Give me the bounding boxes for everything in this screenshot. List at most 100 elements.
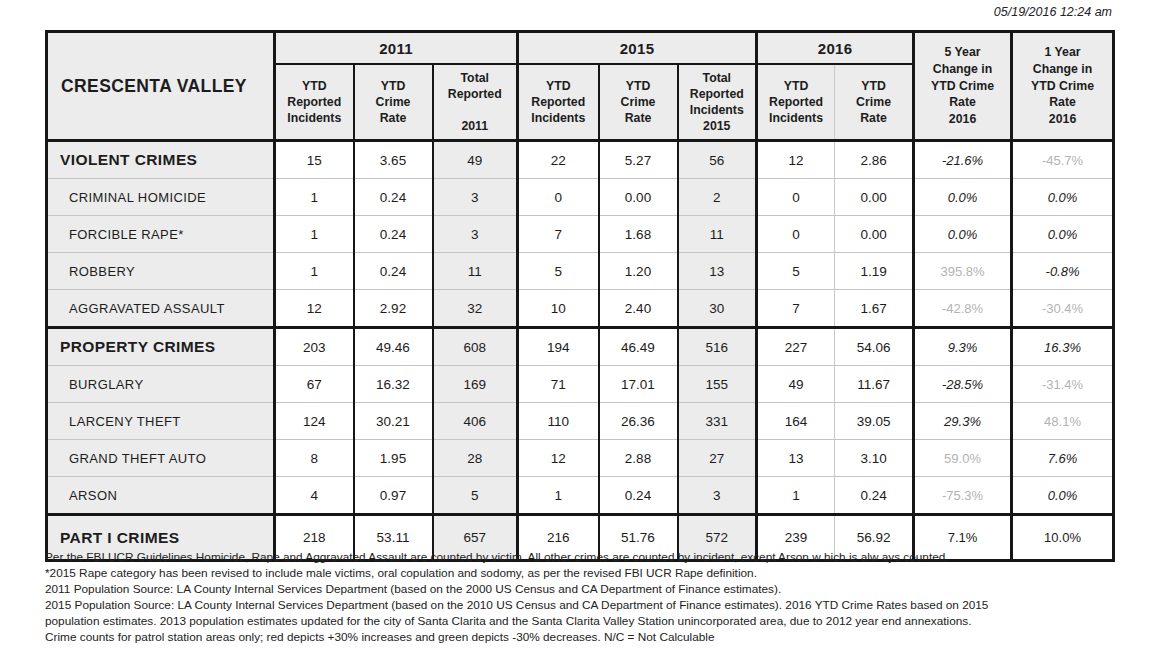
cell-value: 30.21 bbox=[354, 403, 433, 440]
cell-value: 164 bbox=[757, 403, 835, 440]
row-label: PROPERTY CRIMES bbox=[47, 328, 275, 366]
table-row: ROBBERY10.241151.201351.19395.8%-0.8% bbox=[47, 253, 1114, 290]
cell-value: 3 bbox=[433, 179, 518, 216]
one-year-change-value: 48.1% bbox=[1012, 403, 1114, 440]
footnotes: Per the FBI UCR Guidelines Homicide, Rap… bbox=[45, 549, 1130, 646]
cell-value: 7 bbox=[518, 216, 599, 253]
cell-value: 54.06 bbox=[835, 328, 914, 366]
cell-value: 3.65 bbox=[354, 141, 433, 179]
year-header-2011: 2011 bbox=[275, 32, 518, 65]
col-header-2015-ytd-incidents: YTD Reported Incidents bbox=[518, 64, 599, 141]
footnote-line: 2015 Population Source: LA County Intern… bbox=[45, 597, 1130, 613]
footnote-line: Crime counts for patrol station areas on… bbox=[45, 629, 1130, 645]
cell-value: 608 bbox=[433, 328, 518, 366]
five-year-change-value: 0.0% bbox=[914, 179, 1012, 216]
cell-value: 0.24 bbox=[354, 253, 433, 290]
crime-table-body: VIOLENT CRIMES153.6549225.2756122.86-21.… bbox=[47, 141, 1114, 561]
col-header-2011-ytd-incidents: YTD Reported Incidents bbox=[275, 64, 354, 141]
row-label: FORCIBLE RAPE* bbox=[47, 216, 275, 253]
cell-value: 8 bbox=[275, 440, 354, 477]
cell-value: 3 bbox=[433, 216, 518, 253]
cell-value: 1.67 bbox=[835, 290, 914, 328]
col-header-2016-ytd-rate: YTD Crime Rate bbox=[835, 64, 914, 141]
footnote-line: population estimates. 2013 population es… bbox=[45, 613, 1130, 629]
cell-value: 17.01 bbox=[599, 366, 678, 403]
cell-value: 27 bbox=[678, 440, 757, 477]
cell-value: 1 bbox=[757, 477, 835, 515]
row-label: LARCENY THEFT bbox=[47, 403, 275, 440]
cell-value: 5.27 bbox=[599, 141, 678, 179]
cell-value: 0.24 bbox=[835, 477, 914, 515]
five-year-change-value: 0.0% bbox=[914, 216, 1012, 253]
cell-value: 71 bbox=[518, 366, 599, 403]
col-header-2011-ytd-rate: YTD Crime Rate bbox=[354, 64, 433, 141]
cell-value: 13 bbox=[678, 253, 757, 290]
cell-value: 7 bbox=[757, 290, 835, 328]
one-year-change-value: 16.3% bbox=[1012, 328, 1114, 366]
one-year-change-value: 7.6% bbox=[1012, 440, 1114, 477]
cell-value: 32 bbox=[433, 290, 518, 328]
cell-value: 5 bbox=[518, 253, 599, 290]
footnote-line: *2015 Rape category has been revised to … bbox=[45, 565, 1130, 581]
station-title: CRESCENTA VALLEY bbox=[47, 32, 275, 141]
cell-value: 0.97 bbox=[354, 477, 433, 515]
cell-value: 0.00 bbox=[835, 216, 914, 253]
cell-value: 2.40 bbox=[599, 290, 678, 328]
table-row: ARSON40.97510.24310.24-75.3%0.0% bbox=[47, 477, 1114, 515]
table-row: BURGLARY6716.321697117.011554911.67-28.5… bbox=[47, 366, 1114, 403]
cell-value: 5 bbox=[433, 477, 518, 515]
five-year-change-value: 395.8% bbox=[914, 253, 1012, 290]
cell-value: 30 bbox=[678, 290, 757, 328]
cell-value: 155 bbox=[678, 366, 757, 403]
one-year-change-value: -31.4% bbox=[1012, 366, 1114, 403]
one-year-change-header: 1 Year Change in YTD Crime Rate 2016 bbox=[1012, 32, 1114, 141]
footnote-line: Per the FBI UCR Guidelines Homicide, Rap… bbox=[45, 549, 1130, 565]
cell-value: 2.86 bbox=[835, 141, 914, 179]
cell-value: 1 bbox=[275, 179, 354, 216]
table-row: GRAND THEFT AUTO81.9528122.8827133.1059.… bbox=[47, 440, 1114, 477]
one-year-change-value: 0.0% bbox=[1012, 179, 1114, 216]
cell-value: 16.32 bbox=[354, 366, 433, 403]
year-header-2015: 2015 bbox=[518, 32, 757, 65]
cell-value: 1.19 bbox=[835, 253, 914, 290]
table-row: PROPERTY CRIMES20349.4660819446.49516227… bbox=[47, 328, 1114, 366]
cell-value: 11 bbox=[433, 253, 518, 290]
cell-value: 0.00 bbox=[599, 179, 678, 216]
one-year-change-value: -30.4% bbox=[1012, 290, 1114, 328]
table-row: CRIMINAL HOMICIDE10.24300.00200.000.0%0.… bbox=[47, 179, 1114, 216]
cell-value: 0 bbox=[757, 179, 835, 216]
cell-value: 13 bbox=[757, 440, 835, 477]
cell-value: 227 bbox=[757, 328, 835, 366]
row-label: GRAND THEFT AUTO bbox=[47, 440, 275, 477]
cell-value: 2.88 bbox=[599, 440, 678, 477]
cell-value: 12 bbox=[518, 440, 599, 477]
cell-value: 28 bbox=[433, 440, 518, 477]
cell-value: 67 bbox=[275, 366, 354, 403]
table-row: LARCENY THEFT12430.2140611026.3633116439… bbox=[47, 403, 1114, 440]
year-header-2016: 2016 bbox=[757, 32, 914, 65]
row-label: AGGRAVATED ASSAULT bbox=[47, 290, 275, 328]
five-year-change-value: 9.3% bbox=[914, 328, 1012, 366]
one-year-change-value: -0.8% bbox=[1012, 253, 1114, 290]
col-header-2011-total: Total Reported 2011 bbox=[433, 64, 518, 141]
col-header-2015-ytd-rate: YTD Crime Rate bbox=[599, 64, 678, 141]
cell-value: 39.05 bbox=[835, 403, 914, 440]
cell-value: 203 bbox=[275, 328, 354, 366]
five-year-change-value: -28.5% bbox=[914, 366, 1012, 403]
cell-value: 49.46 bbox=[354, 328, 433, 366]
crime-stats-table: CRESCENTA VALLEY 2011 2015 2016 5 Year C… bbox=[45, 30, 1115, 562]
cell-value: 49 bbox=[433, 141, 518, 179]
cell-value: 516 bbox=[678, 328, 757, 366]
row-label: VIOLENT CRIMES bbox=[47, 141, 275, 179]
cell-value: 124 bbox=[275, 403, 354, 440]
five-year-change-value: 29.3% bbox=[914, 403, 1012, 440]
cell-value: 0.24 bbox=[354, 179, 433, 216]
cell-value: 12 bbox=[757, 141, 835, 179]
cell-value: 3.10 bbox=[835, 440, 914, 477]
cell-value: 1 bbox=[275, 253, 354, 290]
cell-value: 110 bbox=[518, 403, 599, 440]
cell-value: 4 bbox=[275, 477, 354, 515]
one-year-change-value: 0.0% bbox=[1012, 477, 1114, 515]
cell-value: 169 bbox=[433, 366, 518, 403]
five-year-change-value: 59.0% bbox=[914, 440, 1012, 477]
